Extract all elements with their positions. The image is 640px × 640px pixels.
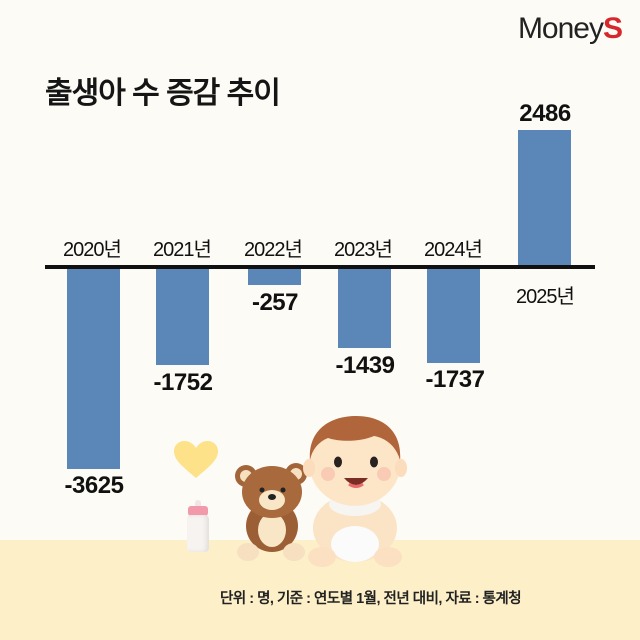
heart-icon bbox=[174, 441, 218, 478]
category-label-2021: 2021년 bbox=[153, 239, 212, 261]
bar-2022 bbox=[248, 269, 301, 285]
logo-accent: S bbox=[602, 12, 623, 45]
category-label-2024: 2024년 bbox=[424, 239, 483, 261]
bar-2025 bbox=[518, 130, 571, 265]
bar-2021 bbox=[156, 269, 209, 365]
brand-logo: MoneyS bbox=[517, 12, 623, 46]
logo-text: Money bbox=[517, 12, 604, 45]
value-label-2022: -257 bbox=[251, 289, 299, 316]
baby-illustration bbox=[303, 416, 407, 567]
baby-bottle-illustration bbox=[186, 500, 210, 552]
bar-2023 bbox=[338, 269, 391, 348]
category-label-2023: 2023년 bbox=[334, 239, 393, 261]
value-label-2023: -1439 bbox=[335, 352, 395, 379]
value-label-2025: 2486 bbox=[519, 100, 571, 127]
category-label-2020: 2020년 bbox=[63, 239, 122, 261]
value-label-2021: -1752 bbox=[153, 369, 213, 396]
bar-2020 bbox=[67, 269, 120, 469]
zero-axis-line bbox=[45, 265, 595, 269]
bar-2024 bbox=[427, 269, 480, 363]
value-label-2020: -3625 bbox=[64, 472, 124, 499]
teddy-bear-illustration bbox=[235, 463, 307, 561]
category-label-2025: 2025년 bbox=[516, 286, 575, 308]
category-label-2022: 2022년 bbox=[244, 239, 303, 261]
source-note: 단위 : 명, 기준 : 연도별 1월, 전년 대비, 자료 : 통계청 bbox=[220, 591, 522, 607]
chart-title: 출생아 수 증감 추이 bbox=[45, 77, 281, 110]
value-label-2024: -1737 bbox=[425, 366, 485, 393]
